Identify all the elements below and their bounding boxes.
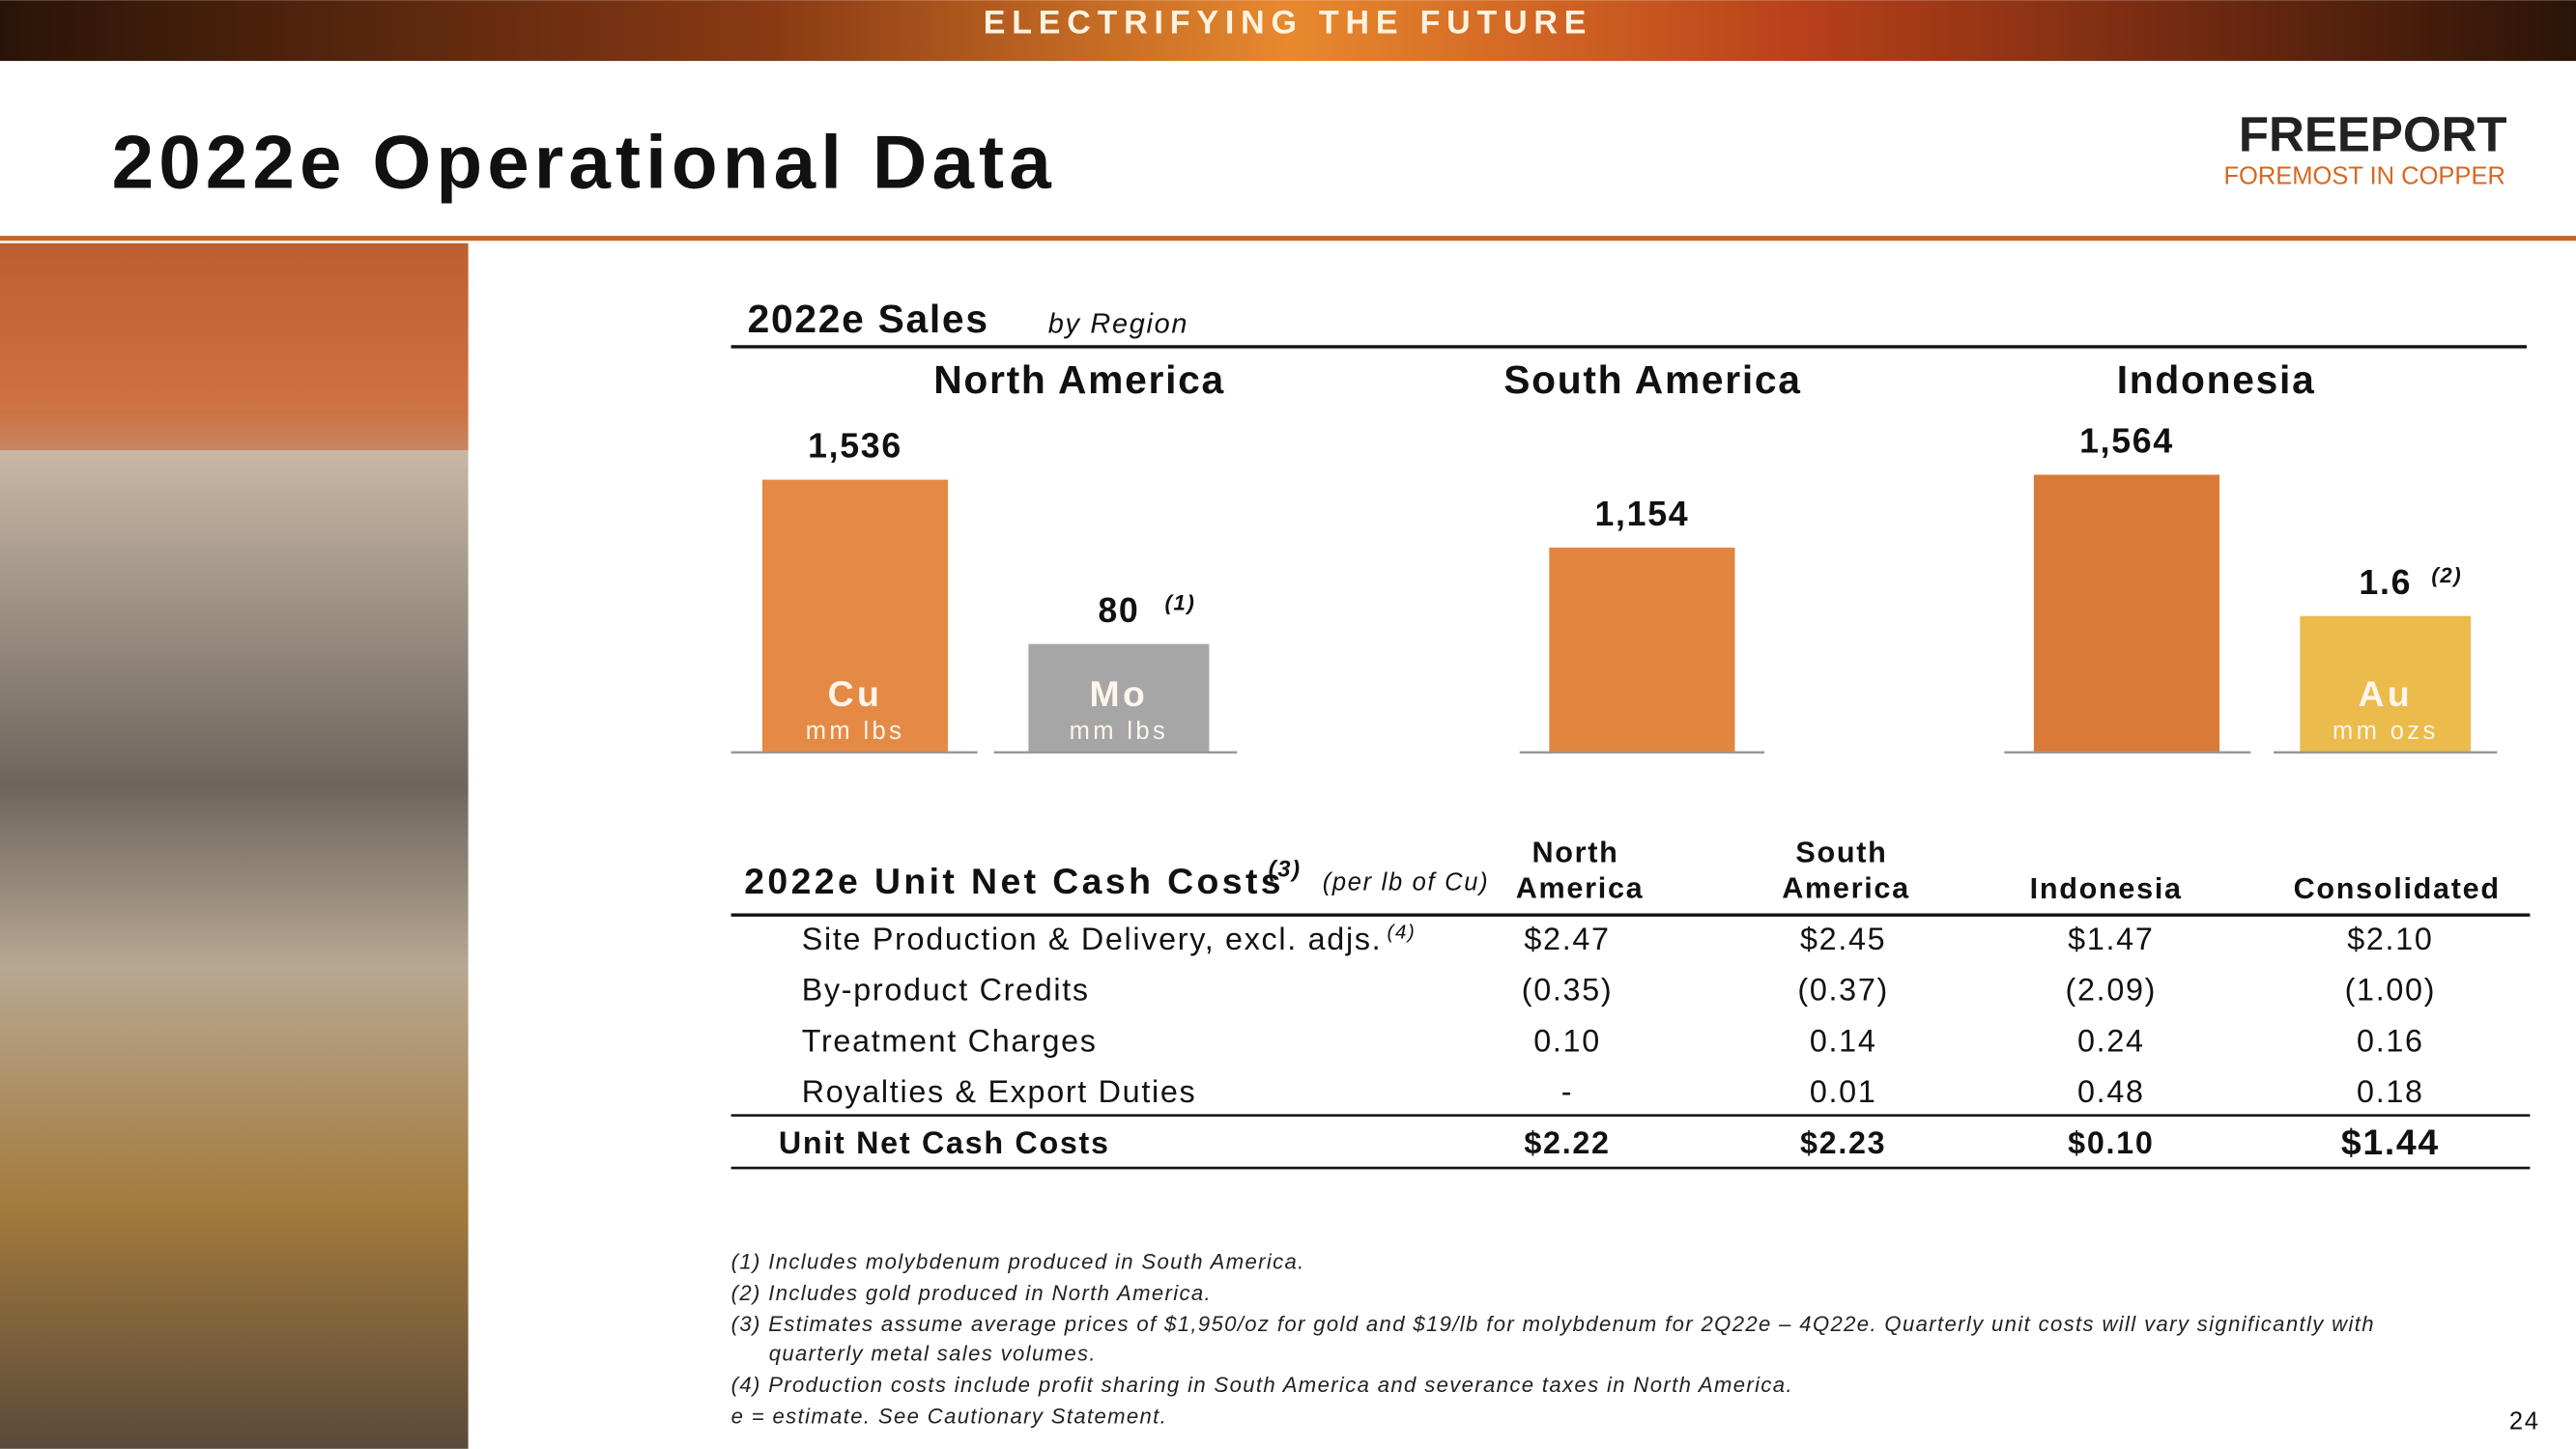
metal-label: Cu (828, 673, 883, 714)
total-cell: $1.44 (2341, 1122, 2440, 1162)
metal-label: Mo (1089, 673, 1148, 714)
footnote: quarterly metal sales volumes. (769, 1342, 1097, 1366)
cell: (0.37) (1797, 973, 1889, 1008)
costs-note: (3) (1269, 857, 1302, 883)
cell: $2.47 (1524, 922, 1610, 956)
region-label: Indonesia (2117, 357, 2316, 402)
total-cell: $2.23 (1800, 1125, 1886, 1160)
metal-unit: mm lbs (1070, 718, 1169, 745)
value-note: (1) (1164, 591, 1195, 615)
total-cell: $0.10 (2068, 1125, 2154, 1160)
footnote: (4) Production costs include profit shar… (731, 1373, 1793, 1397)
cell: 0.48 (2077, 1074, 2145, 1109)
banner-bg (0, 0, 2576, 62)
value-label: 80 (1098, 591, 1139, 630)
logo: FREEPORT (2239, 106, 2507, 161)
bar (2300, 615, 2472, 753)
column-header: Indonesia (2030, 872, 2183, 905)
cell: (0.35) (1522, 973, 1614, 1008)
cell: $2.10 (2347, 922, 2433, 956)
banner-text: ELECTRIFYING THE FUTURE (984, 5, 1593, 42)
costs-subtitle: (per lb of Cu) (1323, 869, 1490, 896)
bar (2033, 474, 2220, 753)
footnote: e = estimate. See Cautionary Statement. (731, 1404, 1168, 1428)
total-label: Unit Net Cash Costs (779, 1125, 1110, 1160)
value-label: 1,154 (1594, 495, 1689, 533)
cell: $1.47 (2068, 922, 2154, 956)
bar (1028, 643, 1210, 753)
value-label: 1.6 (2359, 563, 2412, 602)
cell: (2.09) (2066, 973, 2158, 1008)
cell: 0.18 (2357, 1074, 2424, 1109)
row-label: Site Production & Delivery, excl. adjs. (802, 922, 1383, 956)
row-label: Royalties & Export Duties (802, 1074, 1197, 1109)
column-header: South America (1773, 836, 1910, 904)
region-label: South America (1503, 357, 1802, 402)
sales-title: 2022e Sales (748, 297, 989, 341)
bar (761, 479, 949, 753)
cell: (1.00) (2345, 973, 2437, 1008)
footnote: (3) Estimates assume average prices of $… (731, 1312, 2375, 1336)
cell: 0.24 (2077, 1023, 2145, 1058)
value-label: 1,564 (2079, 422, 2174, 461)
total-cell: $2.22 (1524, 1125, 1610, 1160)
cell: 0.10 (1533, 1023, 1601, 1058)
cell: 0.14 (1810, 1023, 1877, 1058)
column-header: North America (1507, 836, 1645, 904)
cell: - (1561, 1074, 1573, 1109)
value-label: 1,536 (808, 427, 902, 466)
footnote: (1) Includes molybdenum produced in Sout… (731, 1250, 1305, 1274)
column-header: Consolidated (2294, 872, 2501, 905)
photo-copper (0, 242, 469, 451)
bar (1549, 547, 1735, 753)
metal-label: Au (2358, 673, 2413, 714)
tagline: FOREMOST IN COPPER (2223, 163, 2504, 190)
row-label: By-product Credits (802, 973, 1090, 1008)
row-note: (4) (1387, 922, 1416, 943)
metal-unit: mm ozs (2333, 718, 2439, 745)
metal-unit: mm lbs (806, 718, 905, 745)
sales-subtitle: by Region (1048, 308, 1188, 339)
page-number: 24 (2509, 1407, 2540, 1435)
slide-title: 2022e Operational Data (112, 119, 1056, 204)
value-note: (2) (2431, 563, 2462, 587)
cell: 0.01 (1810, 1074, 1877, 1109)
cell: $2.45 (1800, 922, 1886, 956)
costs-title: 2022e Unit Net Cash Costs (744, 861, 1284, 901)
cell: 0.16 (2357, 1023, 2424, 1058)
region-label: North America (933, 357, 1225, 402)
row-label: Treatment Charges (802, 1023, 1098, 1058)
footnote: (2) Includes gold produced in North Amer… (731, 1281, 1212, 1305)
